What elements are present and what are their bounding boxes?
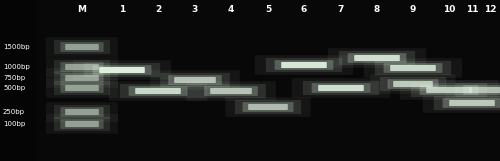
FancyBboxPatch shape xyxy=(186,81,276,101)
FancyBboxPatch shape xyxy=(46,78,118,98)
Text: 1: 1 xyxy=(119,5,125,14)
FancyBboxPatch shape xyxy=(60,119,104,129)
FancyBboxPatch shape xyxy=(46,114,118,134)
FancyBboxPatch shape xyxy=(60,42,104,52)
FancyBboxPatch shape xyxy=(449,100,495,106)
FancyBboxPatch shape xyxy=(46,37,118,57)
Text: 7: 7 xyxy=(338,5,344,14)
FancyBboxPatch shape xyxy=(54,81,110,95)
Text: 5: 5 xyxy=(265,5,271,14)
Text: 12: 12 xyxy=(484,5,496,14)
Text: 500bp: 500bp xyxy=(3,85,25,91)
FancyBboxPatch shape xyxy=(390,65,436,71)
Text: 3: 3 xyxy=(192,5,198,14)
FancyBboxPatch shape xyxy=(60,83,104,93)
FancyBboxPatch shape xyxy=(445,80,500,100)
FancyBboxPatch shape xyxy=(420,85,478,95)
FancyBboxPatch shape xyxy=(455,83,500,97)
FancyBboxPatch shape xyxy=(204,86,258,96)
Text: M: M xyxy=(78,5,86,14)
Text: 11: 11 xyxy=(466,5,478,14)
FancyBboxPatch shape xyxy=(328,48,426,68)
FancyBboxPatch shape xyxy=(160,73,230,87)
FancyBboxPatch shape xyxy=(65,109,99,115)
FancyBboxPatch shape xyxy=(128,86,188,96)
Bar xyxy=(0,0,35,161)
FancyBboxPatch shape xyxy=(109,81,207,101)
Text: 100bp: 100bp xyxy=(3,121,25,127)
FancyBboxPatch shape xyxy=(348,53,406,63)
FancyBboxPatch shape xyxy=(400,80,498,100)
Text: 9: 9 xyxy=(410,5,416,14)
FancyBboxPatch shape xyxy=(255,55,353,75)
FancyBboxPatch shape xyxy=(54,60,110,74)
FancyBboxPatch shape xyxy=(99,67,145,73)
FancyBboxPatch shape xyxy=(266,58,342,72)
FancyBboxPatch shape xyxy=(54,117,110,131)
FancyBboxPatch shape xyxy=(120,84,196,98)
FancyBboxPatch shape xyxy=(46,57,118,77)
Text: 6: 6 xyxy=(301,5,307,14)
FancyBboxPatch shape xyxy=(434,96,500,110)
FancyBboxPatch shape xyxy=(65,121,99,127)
Text: 1500bp: 1500bp xyxy=(3,44,30,50)
FancyBboxPatch shape xyxy=(46,68,118,88)
Text: 750bp: 750bp xyxy=(3,75,25,81)
FancyBboxPatch shape xyxy=(248,104,288,110)
Text: 8: 8 xyxy=(374,5,380,14)
FancyBboxPatch shape xyxy=(318,85,364,91)
FancyBboxPatch shape xyxy=(135,88,181,94)
FancyBboxPatch shape xyxy=(65,75,99,81)
FancyBboxPatch shape xyxy=(226,97,310,117)
Text: 10: 10 xyxy=(443,5,455,14)
Text: 250bp: 250bp xyxy=(3,109,25,115)
FancyBboxPatch shape xyxy=(370,74,456,94)
FancyBboxPatch shape xyxy=(60,73,104,83)
FancyBboxPatch shape xyxy=(375,61,451,75)
FancyBboxPatch shape xyxy=(393,81,433,87)
FancyBboxPatch shape xyxy=(384,63,442,73)
FancyBboxPatch shape xyxy=(235,100,301,114)
FancyBboxPatch shape xyxy=(292,78,390,98)
FancyBboxPatch shape xyxy=(312,83,370,93)
FancyBboxPatch shape xyxy=(274,60,334,70)
Text: 1000bp: 1000bp xyxy=(3,64,30,70)
FancyBboxPatch shape xyxy=(442,98,500,108)
FancyBboxPatch shape xyxy=(196,84,266,98)
FancyBboxPatch shape xyxy=(65,44,99,50)
FancyBboxPatch shape xyxy=(426,87,472,93)
Text: 4: 4 xyxy=(228,5,234,14)
FancyBboxPatch shape xyxy=(210,88,252,94)
FancyBboxPatch shape xyxy=(46,102,118,122)
FancyBboxPatch shape xyxy=(339,51,415,65)
FancyBboxPatch shape xyxy=(388,79,438,89)
FancyBboxPatch shape xyxy=(60,62,104,72)
FancyBboxPatch shape xyxy=(463,85,500,95)
FancyBboxPatch shape xyxy=(380,77,446,91)
FancyBboxPatch shape xyxy=(54,71,110,85)
FancyBboxPatch shape xyxy=(354,55,400,61)
FancyBboxPatch shape xyxy=(411,83,487,97)
FancyBboxPatch shape xyxy=(242,102,294,112)
FancyBboxPatch shape xyxy=(73,60,171,80)
FancyBboxPatch shape xyxy=(92,65,152,75)
FancyBboxPatch shape xyxy=(281,62,327,68)
FancyBboxPatch shape xyxy=(150,70,240,90)
FancyBboxPatch shape xyxy=(84,63,160,77)
FancyBboxPatch shape xyxy=(54,40,110,54)
FancyBboxPatch shape xyxy=(65,85,99,91)
FancyBboxPatch shape xyxy=(54,105,110,119)
FancyBboxPatch shape xyxy=(168,75,222,85)
FancyBboxPatch shape xyxy=(174,77,216,83)
FancyBboxPatch shape xyxy=(60,107,104,117)
FancyBboxPatch shape xyxy=(423,93,500,113)
FancyBboxPatch shape xyxy=(364,58,462,78)
FancyBboxPatch shape xyxy=(303,81,379,95)
FancyBboxPatch shape xyxy=(469,87,500,93)
FancyBboxPatch shape xyxy=(65,64,99,70)
Text: 2: 2 xyxy=(155,5,161,14)
